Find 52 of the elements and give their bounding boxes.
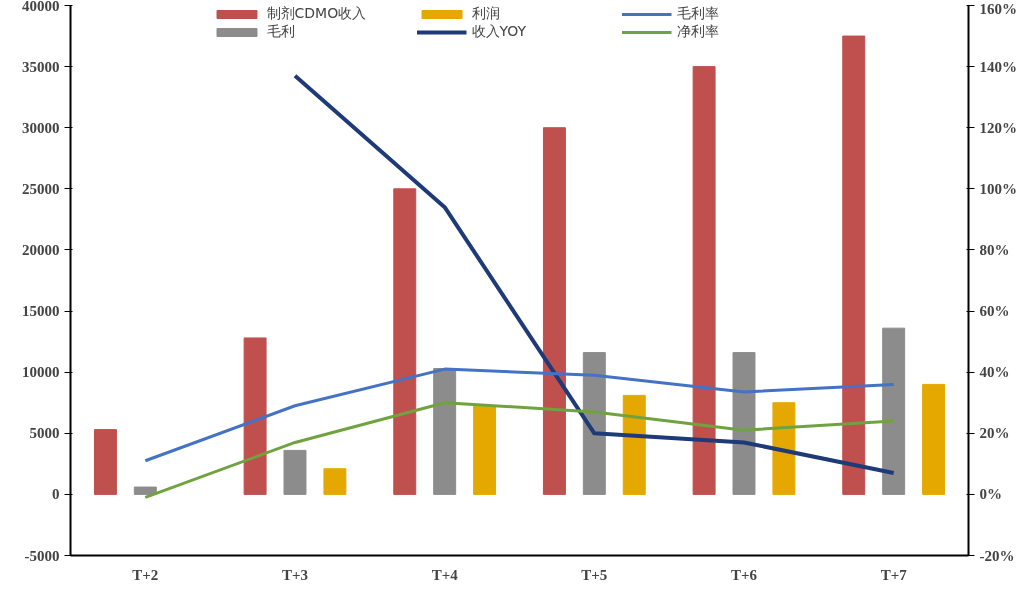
legend-label: 利润 <box>471 5 501 23</box>
x-tick-label: T+5 <box>581 566 608 583</box>
y2-tick-label: -20% <box>979 547 1015 564</box>
y-tick-label: 15000 <box>22 303 60 320</box>
y2-tick-label: 40% <box>979 364 1010 381</box>
y2-tick-label: 80% <box>979 241 1010 258</box>
y2-tick-label: 60% <box>979 303 1010 320</box>
y-tick-label: 10000 <box>22 364 60 381</box>
x-tick-label: T+2 <box>132 566 159 583</box>
line-series <box>143 401 896 499</box>
bar <box>922 383 946 495</box>
line-series <box>143 367 896 463</box>
bar <box>542 127 566 495</box>
legend-label: 制剂CDMO收入 <box>266 5 368 23</box>
bar <box>732 352 756 495</box>
y2-tick-label: 20% <box>979 425 1010 442</box>
y-tick-label: 20000 <box>22 241 60 258</box>
bar <box>842 35 866 495</box>
bar <box>582 352 606 495</box>
bar <box>243 337 267 495</box>
y-tick-label: -5000 <box>24 547 60 564</box>
y-tick-label: 30000 <box>22 119 60 136</box>
bar <box>393 188 417 495</box>
bar <box>93 429 117 495</box>
legend-label: 净利率 <box>676 23 720 41</box>
bar <box>882 327 906 495</box>
x-tick-label: T+4 <box>431 566 459 583</box>
bar <box>692 66 716 495</box>
y-tick-label: 35000 <box>22 58 60 75</box>
y2-tick-label: 100% <box>979 180 1017 197</box>
legend-label: 收入YOY <box>471 23 528 41</box>
y-tick-label: 0 <box>52 486 60 503</box>
y2-tick-label: 160% <box>979 0 1017 17</box>
bar <box>772 402 796 495</box>
legend-label: 毛利率 <box>676 5 720 23</box>
y-tick-label: 25000 <box>22 180 60 197</box>
y-tick-label: 5000 <box>29 425 60 442</box>
y2-tick-label: 140% <box>979 58 1017 75</box>
x-tick-label: T+6 <box>730 566 758 583</box>
y-tick-label: 40000 <box>22 0 60 14</box>
bar <box>622 394 646 495</box>
x-tick-label: T+3 <box>281 566 309 583</box>
y2-tick-label: 0% <box>979 486 1002 503</box>
bar <box>323 468 347 495</box>
legend-label: 毛利 <box>266 23 296 41</box>
bar <box>283 449 307 495</box>
bar <box>133 486 157 495</box>
x-tick-label: T+7 <box>880 566 908 583</box>
bar <box>433 368 457 495</box>
bar <box>473 405 497 495</box>
line-series <box>293 73 896 475</box>
y2-tick-label: 120% <box>979 119 1017 136</box>
